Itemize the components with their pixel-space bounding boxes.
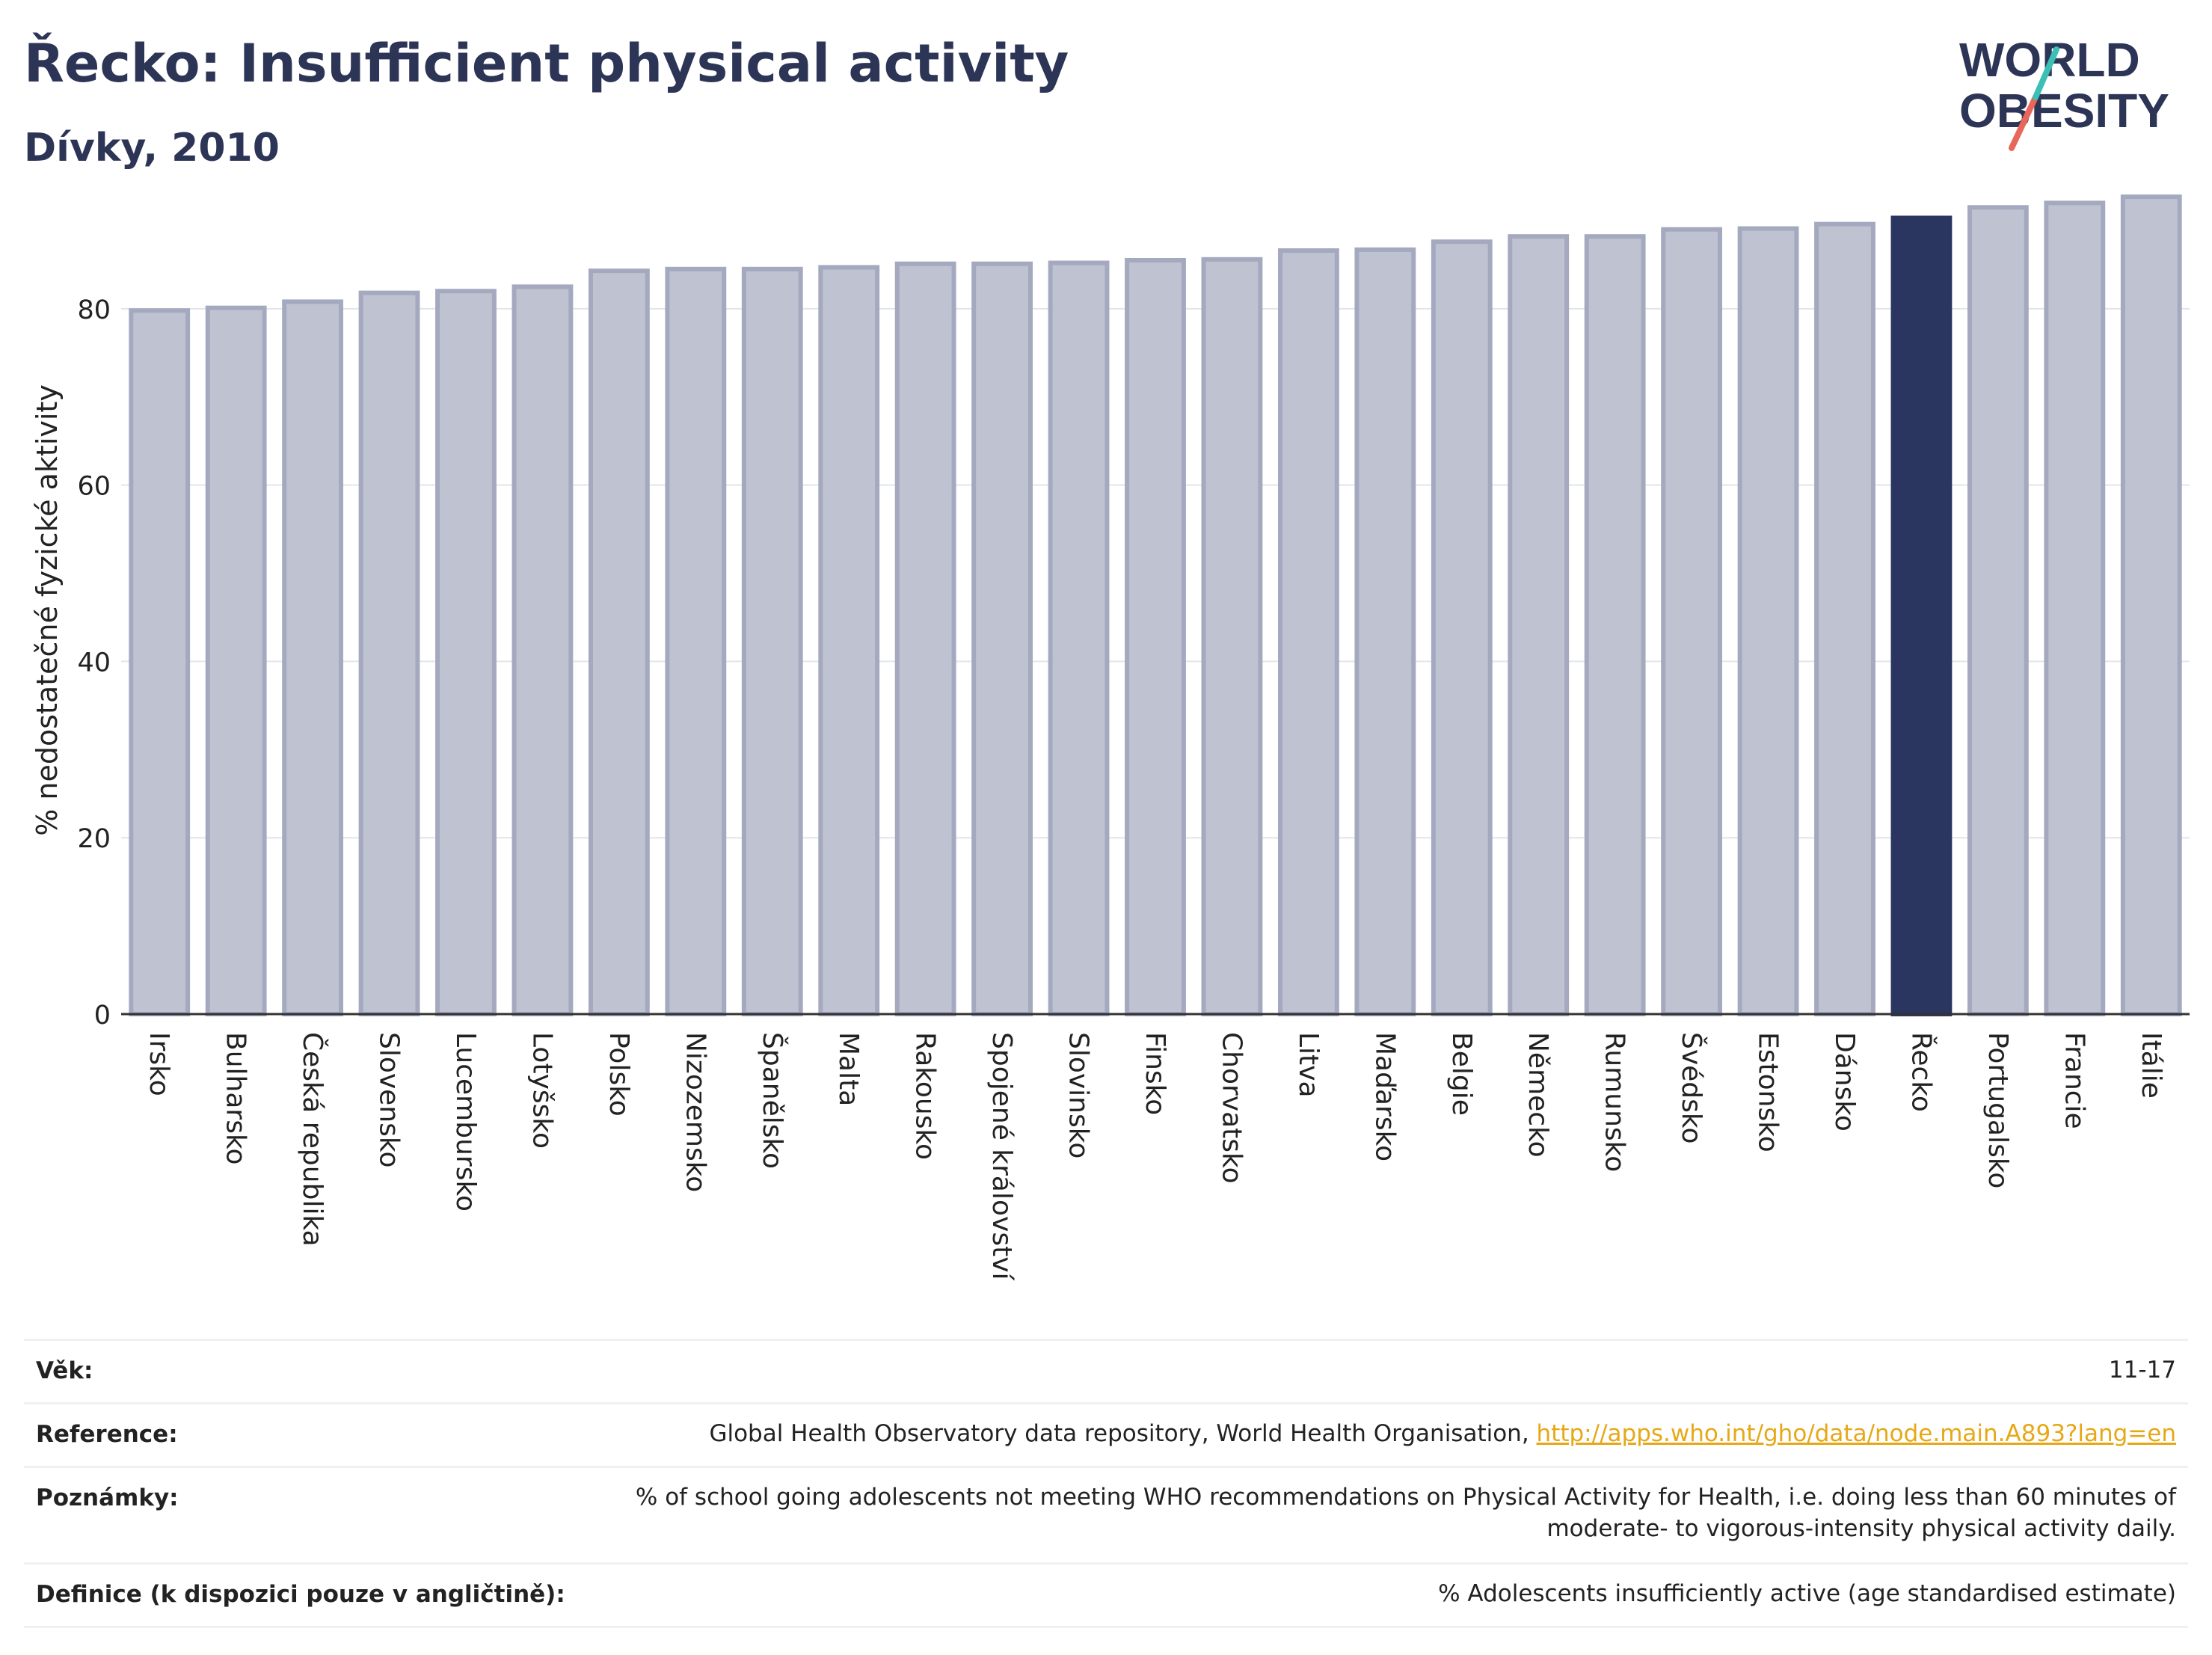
x-tick-label: Spojené království bbox=[986, 1032, 1017, 1281]
meta-row-definition: Definice (k dispozici pouze v angličtině… bbox=[24, 1562, 2188, 1628]
y-tick-label: 80 bbox=[77, 295, 111, 325]
meta-reference-label: Reference: bbox=[36, 1421, 178, 1448]
chart-subtitle: Dívky, 2010 bbox=[24, 126, 280, 171]
x-tick-label: Bulharsko bbox=[221, 1032, 251, 1165]
x-tick-label: Německo bbox=[1523, 1032, 1553, 1158]
bar bbox=[2120, 194, 2182, 1016]
meta-row-age: Věk: 11-17 bbox=[24, 1339, 2188, 1402]
x-tick-label: Finsko bbox=[1140, 1032, 1170, 1115]
meta-definition-label: Definice (k dispozici pouze v angličtině… bbox=[36, 1581, 565, 1608]
meta-notes-line1: % of school going adolescents not meetin… bbox=[635, 1484, 2176, 1511]
logo-slash-lower bbox=[2009, 94, 2039, 151]
bar bbox=[358, 290, 420, 1017]
logo-slash-upper bbox=[2033, 46, 2059, 100]
x-tick-label: Rumunsko bbox=[1600, 1032, 1630, 1172]
meta-row-reference: Reference: Global Health Observatory dat… bbox=[24, 1402, 2188, 1466]
x-tick-label: Malta bbox=[833, 1032, 864, 1106]
bar bbox=[741, 266, 803, 1016]
bar bbox=[1277, 248, 1339, 1017]
bar bbox=[205, 305, 267, 1016]
meta-reference-value: Global Health Observatory data repositor… bbox=[709, 1418, 2176, 1449]
x-tick-label: Španělsko bbox=[757, 1032, 788, 1169]
bar-chart: 0 20 40 60 80 % nedostatečné fyzické aktivity… bbox=[31, 194, 2190, 1281]
x-tick-label: Francie bbox=[2059, 1032, 2089, 1129]
bar bbox=[971, 261, 1033, 1017]
meta-notes-value: % of school going adolescents not meetin… bbox=[636, 1481, 2176, 1544]
bar bbox=[1125, 258, 1186, 1016]
world-obesity-logo: WORLD OBESITY bbox=[1959, 33, 2169, 151]
x-tick-label: Švédsko bbox=[1676, 1032, 1707, 1144]
bar bbox=[665, 266, 727, 1016]
meta-definition-value: % Adolescents insufficiently active (age… bbox=[1438, 1580, 2176, 1607]
y-tick-label: 20 bbox=[77, 824, 111, 854]
x-tick-label: Řecko bbox=[1905, 1032, 1937, 1112]
bar bbox=[1048, 260, 1110, 1016]
metadata-table: Věk: 11-17 Reference: Global Health Obse… bbox=[24, 1339, 2188, 1628]
bar bbox=[1661, 227, 1723, 1017]
bar bbox=[1201, 257, 1263, 1016]
bar bbox=[1737, 226, 1799, 1017]
bar bbox=[1890, 215, 1953, 1016]
x-tick-label: Dánsko bbox=[1829, 1032, 1860, 1132]
bar bbox=[511, 284, 574, 1016]
meta-reference-text: Global Health Observatory data repositor… bbox=[709, 1420, 1537, 1447]
meta-row-notes: Poznámky: % of school going adolescents … bbox=[24, 1466, 2188, 1562]
bar bbox=[1354, 247, 1416, 1016]
logo-line2: OBESITY bbox=[1959, 84, 2169, 138]
x-tick-label: Slovinsko bbox=[1063, 1032, 1094, 1158]
x-tick-label: Irsko bbox=[144, 1032, 174, 1096]
x-tick-label: Portugalsko bbox=[1982, 1032, 2013, 1188]
bar bbox=[129, 308, 191, 1016]
y-tick-label: 60 bbox=[77, 472, 111, 502]
x-tick-label: Nizozemsko bbox=[680, 1032, 710, 1192]
meta-age-label: Věk: bbox=[36, 1357, 93, 1384]
bar bbox=[818, 265, 880, 1016]
x-tick-label: Lotyšsko bbox=[526, 1032, 557, 1149]
bar bbox=[1431, 239, 1493, 1017]
x-tick-label: Litva bbox=[1293, 1032, 1324, 1098]
x-tick-label: Lucembursko bbox=[450, 1032, 481, 1212]
bar bbox=[1508, 234, 1570, 1016]
bar bbox=[2044, 200, 2106, 1016]
meta-notes-label: Poznámky: bbox=[36, 1484, 179, 1511]
bar bbox=[588, 268, 650, 1017]
x-tick-label: Česká republika bbox=[297, 1032, 328, 1247]
meta-age-value: 11-17 bbox=[2108, 1357, 2176, 1384]
x-tick-label: Itálie bbox=[2136, 1032, 2166, 1099]
y-tick-label: 0 bbox=[94, 1001, 111, 1031]
x-tick-label: Chorvatsko bbox=[1216, 1032, 1247, 1184]
bar bbox=[1814, 221, 1875, 1016]
bar bbox=[282, 299, 344, 1016]
y-tick-label: 40 bbox=[77, 648, 111, 678]
chart-title: Řecko: Insufficient physical activity bbox=[24, 33, 1069, 94]
x-tick-label: Polsko bbox=[603, 1032, 634, 1117]
bar bbox=[894, 261, 956, 1017]
x-tick-label: Rakousko bbox=[910, 1032, 941, 1160]
x-tick-label: Estonsko bbox=[1753, 1032, 1784, 1152]
x-tick-label: Belgie bbox=[1446, 1032, 1477, 1116]
meta-notes-line2: moderate- to vigorous-intensity physical… bbox=[1546, 1515, 2176, 1542]
x-tick-label: Maďarsko bbox=[1369, 1032, 1400, 1161]
y-axis-title: % nedostatečné fyzické aktivity bbox=[31, 384, 64, 836]
bar bbox=[1584, 234, 1646, 1016]
bar bbox=[435, 289, 497, 1016]
meta-reference-link[interactable]: http://apps.who.int/gho/data/node.main.A… bbox=[1536, 1420, 2176, 1447]
bar bbox=[1967, 205, 2029, 1016]
x-tick-label: Slovensko bbox=[374, 1032, 405, 1168]
